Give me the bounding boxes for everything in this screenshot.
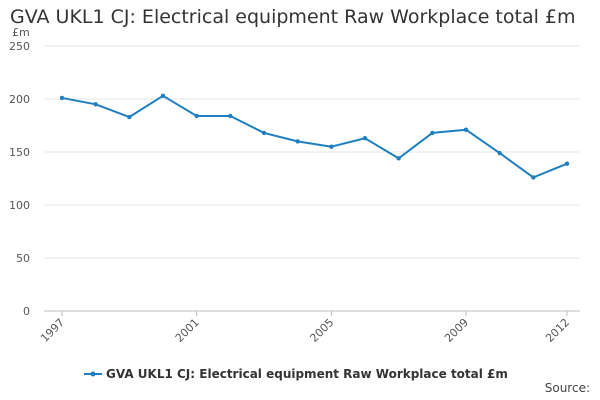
legend-label: GVA UKL1 CJ: Electrical equipment Raw Wo… bbox=[106, 367, 508, 381]
data-point-1997[interactable] bbox=[59, 95, 65, 101]
data-point-1998[interactable] bbox=[93, 102, 98, 107]
y-tick-label-100: 100 bbox=[9, 199, 30, 212]
data-point-2010[interactable] bbox=[497, 150, 502, 156]
y-tick-label-0: 0 bbox=[23, 305, 30, 318]
x-tick-label-1997: 1997 bbox=[38, 316, 67, 345]
data-point-2012[interactable] bbox=[564, 161, 570, 166]
y-tick-label-50: 50 bbox=[16, 252, 30, 265]
y-axis-ticks: 0 50 100 150 200 250 bbox=[9, 40, 30, 318]
y-tick-label-200: 200 bbox=[9, 93, 30, 106]
data-point-2001[interactable] bbox=[194, 113, 199, 119]
x-tick-label-2012: 2012 bbox=[543, 316, 572, 345]
data-point-2006[interactable] bbox=[362, 136, 368, 141]
series-group bbox=[59, 93, 570, 180]
series-line-0 bbox=[61, 94, 568, 179]
gridlines bbox=[44, 45, 580, 312]
source-label: Source: bbox=[544, 381, 590, 395]
x-tick-label-2009: 2009 bbox=[442, 316, 471, 345]
data-point-2011[interactable] bbox=[531, 175, 536, 180]
y-axis-unit-label: £m bbox=[12, 26, 30, 39]
data-point-2007[interactable] bbox=[396, 156, 401, 161]
data-point-2005[interactable] bbox=[329, 144, 334, 149]
data-point-2009[interactable] bbox=[463, 127, 469, 132]
legend-swatch-marker bbox=[90, 371, 96, 377]
y-tick-label-150: 150 bbox=[9, 146, 30, 159]
chart-title: GVA UKL1 CJ: Electrical equipment Raw Wo… bbox=[10, 6, 576, 28]
x-tick-label-2001: 2001 bbox=[173, 316, 202, 345]
data-point-2004[interactable] bbox=[295, 139, 300, 144]
data-point-2008[interactable] bbox=[430, 130, 435, 136]
x-axis-ticks: 1997 2001 2005 2009 2012 bbox=[38, 311, 572, 345]
data-point-2000[interactable] bbox=[160, 93, 166, 99]
data-point-2002[interactable] bbox=[228, 113, 233, 119]
x-tick-label-2005: 2005 bbox=[307, 316, 336, 345]
legend[interactable]: GVA UKL1 CJ: Electrical equipment Raw Wo… bbox=[84, 367, 508, 381]
data-point-1999[interactable] bbox=[127, 114, 132, 120]
y-tick-label-250: 250 bbox=[9, 40, 30, 53]
data-point-2003[interactable] bbox=[261, 130, 267, 136]
